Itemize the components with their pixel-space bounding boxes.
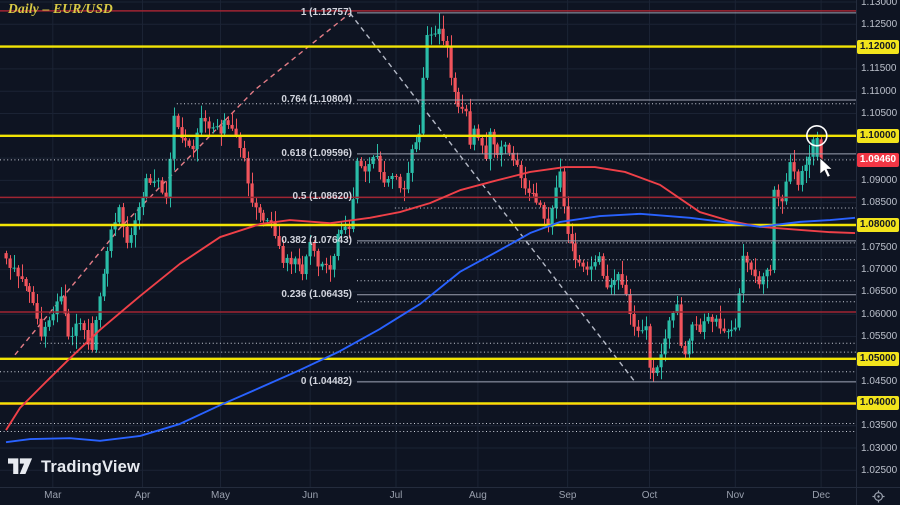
price-axis-label: 1.11000 — [861, 85, 897, 97]
time-axis-label: Mar — [44, 490, 62, 501]
tradingview-logo[interactable]: TradingView — [8, 457, 140, 478]
grid-lines — [0, 0, 856, 487]
price-axis-label: 1.13000 — [861, 0, 898, 8]
fib-level-label: 0 (1.04482) — [300, 375, 352, 387]
time-axis-label: Oct — [641, 490, 658, 501]
level-price-badge: 1.04000 — [857, 396, 899, 411]
price-axis-label: 1.06500 — [861, 286, 898, 298]
price-axis-label: 1.07000 — [861, 264, 898, 276]
price-axis-label: 1.08500 — [861, 197, 898, 209]
price-axis-label: 1.05500 — [861, 331, 898, 342]
time-axis-label: Jun — [302, 490, 319, 501]
gear-icon — [871, 490, 885, 503]
fib-level-label: 0.764 (1.10804) — [281, 93, 352, 105]
price-axis-label: 1.10500 — [861, 108, 898, 119]
axis-settings-button[interactable] — [856, 488, 900, 505]
circle-annotation[interactable] — [806, 125, 828, 147]
time-axis-label: Nov — [726, 490, 745, 501]
time-axis-label: Jul — [389, 490, 403, 501]
chart-title: Daily – EUR/USD — [8, 1, 114, 16]
level-price-badge: 1.08000 — [857, 218, 899, 232]
descending-dashed-trendline[interactable] — [349, 12, 636, 383]
time-axis-separator — [0, 487, 900, 488]
tradingview-logo-icon — [8, 458, 33, 474]
price-axis-label: 1.11500 — [861, 63, 897, 75]
candlestick-series — [4, 12, 823, 382]
time-axis-label: May — [211, 490, 230, 501]
level-price-badge: 1.05000 — [857, 351, 899, 366]
level-price-badge: 1.10000 — [857, 128, 899, 143]
ascending-dashed-trendline[interactable] — [14, 12, 351, 356]
time-axis-label: Sep — [558, 490, 577, 501]
price-axis-label: 1.03500 — [861, 420, 898, 432]
price-axis-label: 1.02500 — [861, 464, 898, 476]
fib-level-label: 0.5 (1.08620) — [292, 191, 353, 203]
time-axis-label: Apr — [134, 490, 151, 501]
fib-level-label: 0.236 (1.06435) — [281, 288, 352, 300]
ma-fast-red — [5, 166, 856, 431]
plot-area[interactable] — [0, 0, 856, 487]
fib-level-label: 1 (1.12757) — [300, 6, 352, 18]
price-axis-label: 1.03000 — [861, 442, 898, 454]
time-axis-label: Aug — [468, 490, 487, 501]
last-price-badge: 1.09460 — [857, 152, 899, 167]
mouse-cursor-icon — [819, 156, 834, 178]
level-price-badge: 1.12000 — [857, 39, 899, 54]
fib-level-label: 0.618 (1.09596) — [281, 147, 352, 159]
ma-slow-blue — [5, 212, 856, 444]
time-axis-label: Dec — [812, 490, 830, 501]
price-axis-label: 1.06000 — [861, 308, 898, 320]
price-axis-label: 1.04500 — [861, 375, 898, 387]
fib-level-label: 0.382 (1.07643) — [281, 234, 352, 246]
price-axis-separator — [856, 0, 857, 505]
price-axis-label: 1.09000 — [861, 174, 898, 186]
tradingview-logo-text: TradingView — [41, 458, 141, 476]
price-axis-label: 1.12500 — [861, 18, 898, 30]
price-axis-label: 1.07500 — [861, 241, 898, 253]
